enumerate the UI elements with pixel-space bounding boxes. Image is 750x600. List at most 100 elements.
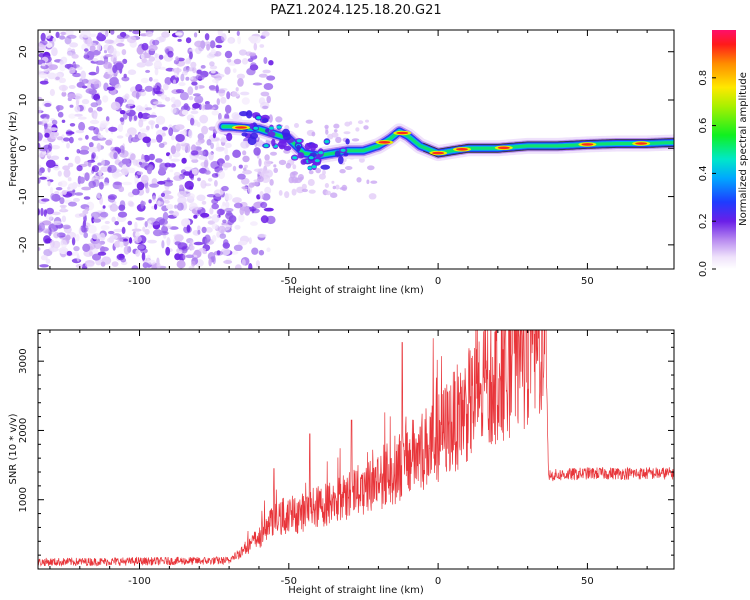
heatmap-noise-blob: [92, 253, 101, 261]
heatmap-noise-blob: [164, 199, 170, 204]
heatmap-noise-blob: [146, 125, 150, 131]
heatmap-noise-blob: [93, 112, 98, 120]
heatmap-noise-blob: [141, 174, 149, 184]
heatmap-noise-blob: [142, 136, 151, 144]
heatmap-noise-blob: [71, 237, 76, 246]
heatmap-noise-blob: [168, 210, 175, 214]
heatmap-noise-blob: [39, 151, 45, 158]
heatmap-noise-blob: [73, 246, 80, 252]
heatmap-noise-blob: [72, 189, 76, 193]
heatmap-noise-blob: [100, 166, 109, 173]
heatmap-noise-blob: [132, 231, 137, 238]
heatmap-noise-blob: [138, 119, 144, 128]
heatmap-noise-blob: [92, 218, 102, 223]
heatmap-noise-blob: [196, 194, 206, 202]
heatmap-noise-blob: [181, 109, 189, 116]
heatmap-noise-blob: [134, 134, 138, 140]
heatmap-noise-blob: [152, 229, 163, 237]
heatmap-noise-blob: [102, 95, 109, 103]
heatmap-noise-blob: [193, 214, 198, 219]
ridge-turbulent-blob: [282, 132, 292, 141]
heatmap-noise-blob: [39, 80, 49, 85]
heatmap-noise-blob: [220, 204, 227, 210]
heatmap-noise-blob: [45, 258, 51, 264]
colorbar: 0.0 0.2 0.4 0.6 0.8 Normalized spectral ampl…: [698, 30, 749, 277]
heatmap-noise-blob: [224, 207, 234, 213]
heatmap-noise-blob: [206, 53, 216, 59]
heatmap-noise-blob: [147, 239, 157, 244]
heatmap-noise-blob: [258, 158, 262, 167]
colorbar-tick-label: 0.0: [698, 261, 709, 277]
heatmap-noise-blob: [99, 122, 108, 128]
heatmap-noise-blob: [247, 58, 254, 63]
heatmap-transition-blob: [284, 191, 290, 199]
heatmap-noise-blob: [155, 115, 166, 125]
heatmap-noise-blob: [232, 68, 237, 73]
heatmap-noise-blob: [49, 131, 58, 140]
heatmap-noise-blob: [264, 186, 272, 194]
heatmap-noise-blob: [99, 181, 104, 190]
heatmap-noise-blob: [68, 67, 76, 74]
heatmap-noise-blob: [49, 88, 56, 97]
heatmap-noise-blob: [38, 222, 45, 232]
heatmap-noise-blob: [179, 184, 184, 190]
heatmap-noise-blob: [96, 65, 100, 75]
heatmap-noise-blob: [109, 77, 119, 85]
heatmap-noise-blob: [45, 213, 53, 221]
heatmap-noise-blob: [263, 57, 268, 64]
heatmap-noise-blob: [241, 58, 249, 65]
ridge-turbulent-core: [256, 116, 262, 120]
heatmap-transition-blob: [305, 119, 313, 124]
heatmap-noise-blob: [63, 168, 71, 178]
heatmap-noise-blob: [69, 123, 76, 127]
heatmap-noise-blob: [54, 191, 60, 195]
heatmap-noise-blob: [135, 217, 145, 221]
ridge-turbulent-blob: [310, 142, 316, 152]
heatmap-transition-blob: [331, 180, 335, 184]
heatmap-noise-blob: [98, 170, 102, 177]
heatmap-noise-blob: [192, 102, 201, 109]
heatmap-noise-blob: [210, 161, 220, 169]
heatmap-noise-blob: [128, 237, 133, 244]
heatmap-noise-blob: [137, 111, 143, 119]
heatmap-noise-blob: [183, 103, 189, 110]
heatmap-noise-blob: [169, 226, 179, 230]
heatmap-noise-blob: [117, 238, 124, 242]
heatmap-noise-blob: [189, 48, 197, 52]
heatmap-noise-blob: [161, 132, 167, 137]
heatmap-noise-blob: [87, 224, 97, 234]
heatmap-noise-blob: [71, 48, 76, 54]
heatmap-noise-blob: [180, 169, 187, 175]
heatmap-noise-blob: [194, 40, 204, 48]
heatmap-noise-blob: [255, 260, 260, 268]
heatmap-noise-blob: [140, 159, 146, 163]
ridge-turbulent-blob: [241, 132, 248, 137]
heatmap-noise-blob: [208, 151, 214, 161]
heatmap-noise-blob: [80, 30, 91, 38]
ridge-turbulent-blob: [338, 155, 344, 165]
heatmap-noise-blob: [147, 114, 158, 118]
heatmap-noise-blob: [181, 144, 187, 151]
heatmap-noise-blob: [166, 204, 174, 210]
heatmap-noise-blob: [149, 138, 158, 143]
heatmap-transition-blob: [311, 131, 316, 137]
heatmap-noise-blob: [40, 255, 48, 261]
heatmap-noise-blob: [62, 165, 70, 171]
heatmap-noise-blob: [266, 215, 276, 225]
heatmap-transition-blob: [264, 154, 270, 162]
heatmap-noise-blob: [232, 165, 237, 172]
heatmap-noise-blob: [141, 252, 146, 261]
heatmap-noise-blob: [162, 83, 169, 91]
heatmap-noise-blob: [110, 30, 115, 35]
heatmap-noise-blob: [175, 56, 180, 62]
heatmap-noise-blob: [73, 93, 83, 100]
heatmap-noise-blob: [171, 103, 176, 109]
ridge-turbulent-core: [308, 156, 314, 160]
heatmap-noise-blob: [231, 91, 240, 97]
heatmap-noise-blob: [184, 60, 191, 65]
heatmap-transition-blob: [344, 166, 353, 170]
heatmap-transition-blob: [291, 176, 299, 184]
heatmap-noise-blob: [263, 83, 274, 90]
heatmap-transition-blob: [297, 174, 304, 181]
